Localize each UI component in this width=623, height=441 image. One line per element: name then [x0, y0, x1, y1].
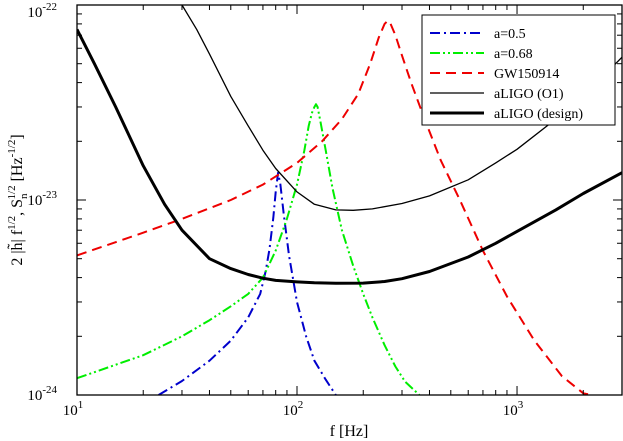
plot-frame	[76, 4, 623, 396]
legend-label-5: aLIGO (design)	[494, 107, 583, 122]
x-axis-label: f [Hz]	[330, 423, 369, 440]
series-line-5	[77, 28, 622, 285]
svg-text:2 |h̃| f1/2, Sn1/2 [Hz-1/2]: 2 |h̃| f1/2, Sn1/2 [Hz-1/2]	[6, 134, 30, 265]
series-line-3	[77, 19, 593, 395]
series-line-2	[77, 103, 421, 395]
y-tick-label-3: 10-22	[27, 1, 57, 21]
legend-label-3: GW150914	[494, 67, 559, 82]
x-tick-label-3: 103	[503, 399, 524, 419]
ticks-layer: 101 102 103 10-24 10-23 10-22	[27, 1, 623, 419]
series-line-4	[181, 5, 622, 211]
series-layer	[77, 5, 622, 395]
y-tick-label-2: 10-23	[27, 189, 57, 209]
series-line-1	[158, 171, 337, 395]
x-tick-label-2: 102	[283, 399, 304, 419]
legend-label-2: a=0.68	[494, 47, 533, 62]
legend: a=0.5 a=0.68 GW150914 aLIGO (O1) aLIGO (desi…	[421, 14, 616, 126]
y-axis-label: 2 |h̃| f1/2, Sn1/2 [Hz-1/2]	[6, 134, 30, 265]
legend-label-1: a=0.5	[494, 27, 526, 42]
y-tick-label-1: 10-24	[27, 384, 57, 404]
legend-label-4: aLIGO (O1)	[494, 87, 564, 102]
x-tick-label-1: 101	[63, 399, 84, 419]
